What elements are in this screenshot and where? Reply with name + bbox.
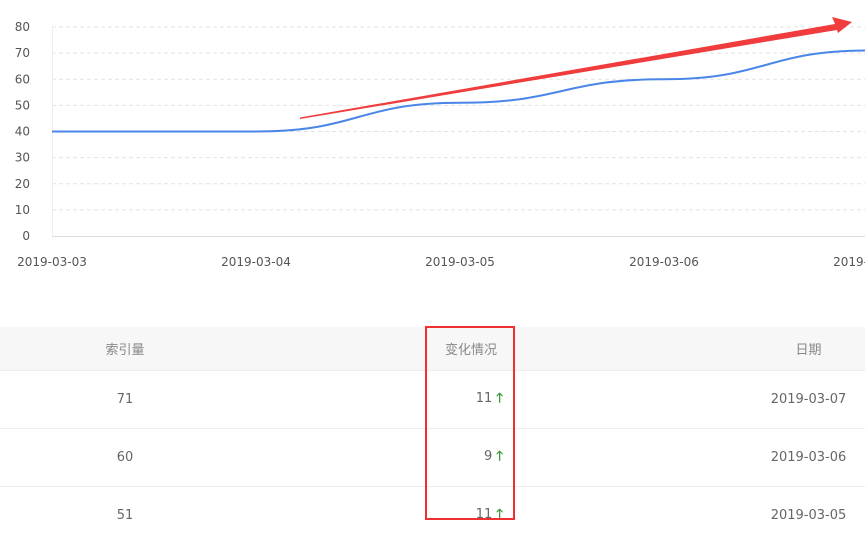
date-value: 2019-03-07: [752, 371, 865, 429]
trend-arrow: [300, 17, 852, 119]
y-tick-label: 40: [15, 125, 30, 139]
header-date: 日期: [752, 327, 865, 371]
x-tick-label: 2019-03-05: [425, 255, 495, 269]
header-index: 索引量: [0, 327, 250, 371]
y-tick-label: 60: [15, 72, 30, 86]
highlight-box: [425, 326, 515, 520]
x-tick-label: 2019-03-03: [17, 255, 87, 269]
index-value: 60: [0, 429, 250, 487]
y-tick-label: 30: [15, 151, 30, 165]
x-tick-label: 2019-03-07: [833, 255, 865, 269]
x-tick-label: 2019-03-04: [221, 255, 291, 269]
index-chart: 0 10 20 30 40 50 60 70 80 2019-03-03 2019-03-04 201…: [0, 0, 865, 280]
index-value: 51: [0, 487, 250, 544]
y-tick-label: 80: [15, 20, 30, 34]
y-tick-label: 50: [15, 98, 30, 112]
y-tick-label: 10: [15, 203, 30, 217]
x-tick-label: 2019-03-06: [629, 255, 699, 269]
y-tick-label: 0: [22, 229, 30, 243]
index-value: 71: [0, 371, 250, 429]
date-value: 2019-03-06: [752, 429, 865, 487]
y-tick-label: 70: [15, 46, 30, 60]
y-tick-label: 20: [15, 177, 30, 191]
date-value: 2019-03-05: [752, 487, 865, 544]
